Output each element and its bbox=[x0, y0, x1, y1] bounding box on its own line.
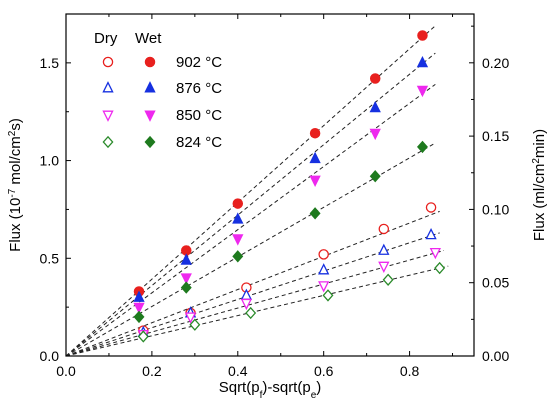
data-point-series-6 bbox=[369, 128, 381, 141]
data-point-series-6 bbox=[133, 302, 145, 314]
data-point-series-5 bbox=[309, 151, 321, 164]
data-point-series-4 bbox=[369, 73, 381, 84]
x-tick-label: 0.6 bbox=[314, 363, 334, 379]
y-left-tick-label: 1.5 bbox=[40, 55, 60, 71]
legend-marker-wet bbox=[144, 56, 156, 68]
x-tick-label: 0.0 bbox=[56, 363, 76, 379]
data-point-series-5 bbox=[369, 100, 381, 113]
x-tick-label: 0.2 bbox=[142, 363, 162, 379]
data-point-series-5 bbox=[180, 253, 192, 265]
data-point-series-7 bbox=[369, 170, 381, 183]
legend-marker-dry bbox=[102, 110, 114, 122]
legend-marker-wet bbox=[144, 81, 156, 93]
data-point-series-2 bbox=[318, 281, 330, 293]
legend-marker-dry bbox=[102, 135, 114, 149]
axes: 0.0 0.2 0.4 0.6 0.8 0.0 0.5 1.0 1.5 0.00 0.05 0.10 0… bbox=[7, 14, 549, 401]
legend: Dry Wet 902 °C 876 °C 850 °C 824 °C bbox=[94, 30, 222, 151]
data-point-series-6 bbox=[416, 85, 429, 98]
fit-line bbox=[65, 52, 436, 357]
fit-line bbox=[65, 25, 436, 357]
legend-marker-dry bbox=[102, 81, 114, 93]
y-left-tick-label: 0.0 bbox=[40, 348, 60, 364]
data-point-series-3 bbox=[245, 306, 257, 320]
data-point-series-2 bbox=[184, 312, 197, 324]
legend-label-876: 876 °C bbox=[176, 80, 222, 97]
data-point-series-5 bbox=[133, 290, 145, 302]
data-point-series-6 bbox=[180, 273, 192, 285]
y-right-axis-label: Flux (ml/cm2min) bbox=[531, 129, 549, 241]
legend-marker-dry bbox=[102, 56, 114, 68]
y-right-tick-label: 0.20 bbox=[482, 55, 509, 71]
data-point-series-2 bbox=[240, 298, 253, 311]
fit-line bbox=[65, 249, 445, 357]
plot-frame bbox=[65, 13, 475, 357]
fit-lines bbox=[65, 25, 449, 357]
x-tick-label: 0.4 bbox=[228, 363, 248, 379]
fit-line bbox=[65, 265, 449, 357]
data-point-series-6 bbox=[232, 234, 244, 246]
data-point-series-5 bbox=[416, 56, 429, 68]
data-markers bbox=[133, 30, 446, 343]
data-point-series-1 bbox=[378, 243, 390, 255]
data-point-series-7 bbox=[416, 140, 428, 154]
legend-label-824: 824 °C bbox=[176, 134, 222, 151]
y-left-axis-label: Flux (10-7 mol/cm2s) bbox=[7, 118, 25, 252]
y-right-tick-label: 0.10 bbox=[482, 201, 509, 217]
data-point-series-4 bbox=[232, 198, 244, 209]
data-point-series-2 bbox=[429, 247, 441, 260]
y-left-tick-label: 1.0 bbox=[40, 153, 60, 169]
data-point-series-5 bbox=[232, 212, 244, 224]
data-point-series-1 bbox=[425, 227, 437, 240]
legend-marker-wet bbox=[144, 110, 156, 122]
x-axis-label: Sqrt(pf)-sqrt(pe) bbox=[219, 379, 322, 401]
y-left-tick-label: 0.5 bbox=[40, 250, 60, 266]
data-point-series-7 bbox=[309, 207, 321, 220]
data-point-series-0 bbox=[378, 223, 390, 235]
data-point-series-2 bbox=[378, 261, 390, 273]
data-point-series-3 bbox=[434, 261, 446, 275]
data-point-series-3 bbox=[189, 318, 201, 331]
y-right-tick-label: 0.00 bbox=[482, 348, 509, 364]
data-point-series-4 bbox=[417, 30, 428, 41]
y-right-tick-label: 0.05 bbox=[482, 275, 509, 291]
data-point-series-1 bbox=[318, 263, 330, 275]
legend-header-dry: Dry bbox=[94, 30, 118, 47]
plot-border bbox=[65, 13, 475, 357]
data-point-series-4 bbox=[309, 127, 321, 139]
fit-line bbox=[65, 210, 440, 357]
data-point-series-0 bbox=[425, 202, 437, 213]
legend-header-wet: Wet bbox=[135, 30, 162, 47]
data-point-series-3 bbox=[322, 289, 334, 302]
data-point-series-0 bbox=[318, 249, 329, 260]
data-point-series-3 bbox=[382, 273, 394, 286]
data-point-series-7 bbox=[180, 281, 192, 294]
legend-marker-wet bbox=[144, 135, 156, 149]
fit-line bbox=[65, 142, 436, 357]
y-right-tick-label: 0.15 bbox=[482, 128, 509, 144]
x-tick-label: 0.8 bbox=[400, 363, 420, 379]
legend-label-902: 902 °C bbox=[176, 54, 222, 71]
data-point-series-7 bbox=[232, 250, 244, 263]
legend-label-850: 850 °C bbox=[176, 107, 222, 124]
data-point-series-6 bbox=[309, 175, 321, 187]
fit-line bbox=[65, 232, 440, 357]
data-point-series-3 bbox=[137, 330, 149, 343]
data-point-series-7 bbox=[133, 310, 145, 324]
